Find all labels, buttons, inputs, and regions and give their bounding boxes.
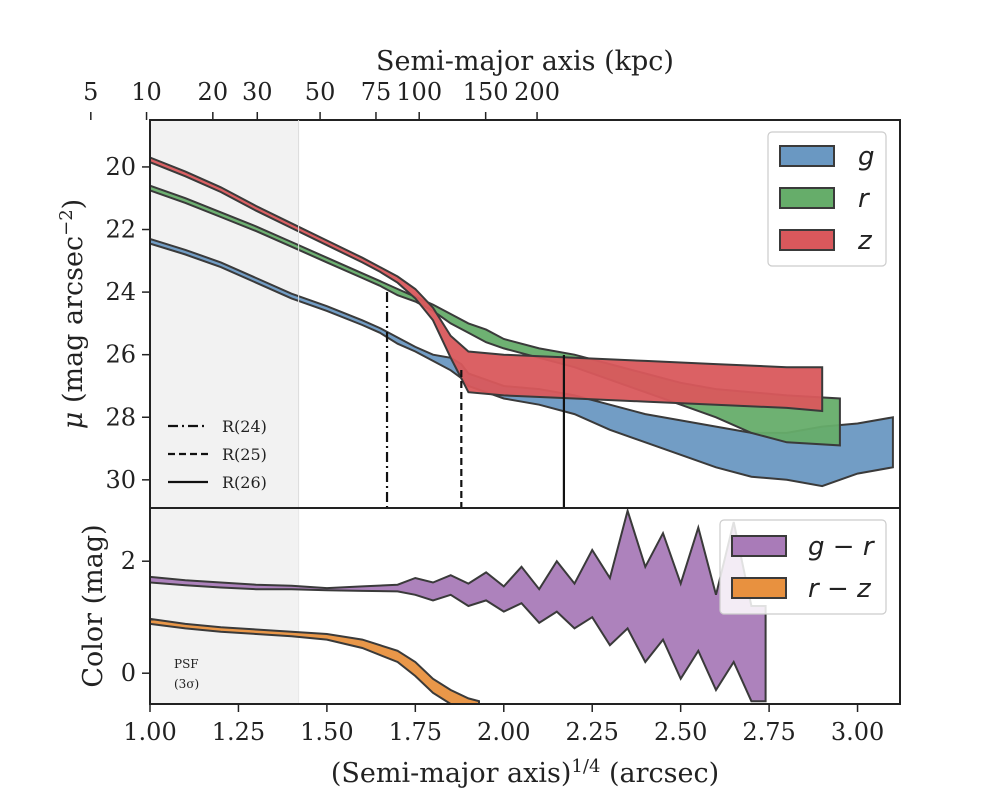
legend-label-r: r bbox=[858, 184, 871, 214]
top-y-ticks: 20 22 24 26 28 30 bbox=[105, 153, 150, 494]
color-panel: 02 1.00 1.25 1.50 1.75 2.00 2.25 2.50 2.75 3.00 … bbox=[78, 507, 901, 789]
x-tick-label: 3.00 bbox=[831, 718, 884, 746]
kpc-tick-label: 100 bbox=[396, 78, 442, 106]
kpc-tick-label: 75 bbox=[361, 78, 392, 106]
kpc-tick-label: 20 bbox=[198, 78, 229, 106]
band-legend: grz bbox=[767, 131, 887, 267]
x-tick-label: 2.25 bbox=[565, 718, 618, 746]
color-legend-swatch bbox=[731, 535, 787, 557]
legend-swatch-g bbox=[779, 145, 835, 167]
x-tick-label: 2.00 bbox=[477, 718, 530, 746]
bottom-x-ticks: 1.00 1.25 1.50 1.75 2.00 2.25 2.50 2.75 3.00 bbox=[123, 704, 884, 746]
bottom-y-ticks: 02 bbox=[121, 547, 150, 687]
color-legend-label: r − z bbox=[808, 574, 872, 604]
y-tick-label: 24 bbox=[105, 278, 136, 306]
sb-series-group bbox=[149, 156, 894, 488]
bottom-y-axis-label: Color (mag) bbox=[78, 524, 109, 687]
radius-legend: R(24) R(25) R(26) bbox=[168, 417, 267, 492]
x-tick-label: 1.25 bbox=[212, 718, 265, 746]
legend-label-z: z bbox=[857, 226, 873, 256]
psf-shade-top bbox=[150, 120, 299, 508]
psf-shade-bottom bbox=[150, 508, 299, 704]
ref-legend-label: R(25) bbox=[222, 445, 267, 464]
bottom-axes-frame bbox=[149, 507, 901, 705]
legend-swatch-r bbox=[779, 187, 835, 209]
top-axis-label: Semi-major axis (kpc) bbox=[376, 46, 674, 77]
x-tick-label: 2.50 bbox=[654, 718, 707, 746]
psf-label: PSF bbox=[174, 657, 199, 671]
y-tick-label: 28 bbox=[105, 403, 136, 431]
color-legend-swatch bbox=[731, 577, 787, 599]
legend-label-g: g bbox=[858, 142, 875, 172]
kpc-tick-label: 30 bbox=[242, 78, 273, 106]
y-tick-label: 22 bbox=[105, 216, 136, 244]
y-tick-label: 26 bbox=[105, 341, 136, 369]
top-kpc-ticks: 5 10 20 30 50 75 100 150 200 bbox=[83, 78, 560, 120]
legend-swatch-z bbox=[779, 229, 835, 251]
x-tick-label: 1.75 bbox=[389, 718, 442, 746]
top-y-axis-label: μ (mag arcsec−2) bbox=[56, 199, 89, 429]
kpc-tick-label: 50 bbox=[305, 78, 336, 106]
reference-lines bbox=[385, 292, 566, 508]
bottom-x-axis-label: (Semi-major axis)1/4 (arcsec) bbox=[331, 756, 719, 789]
color-y-tick-label: 2 bbox=[121, 547, 136, 575]
ref-legend-label: R(26) bbox=[222, 473, 267, 492]
color-y-tick-label: 0 bbox=[121, 659, 136, 687]
x-tick-label: 1.00 bbox=[123, 718, 176, 746]
kpc-tick-label: 150 bbox=[463, 78, 509, 106]
x-tick-label: 1.50 bbox=[300, 718, 353, 746]
y-tick-label: 30 bbox=[105, 466, 136, 494]
color-legend: g − r r − z bbox=[719, 519, 887, 615]
kpc-tick-label: 10 bbox=[131, 78, 162, 106]
ref-legend-label: R(24) bbox=[222, 417, 267, 436]
y-tick-label: 20 bbox=[105, 153, 136, 181]
psf-label-sigma: (3σ) bbox=[174, 677, 199, 691]
band-g-area bbox=[149, 237, 894, 488]
kpc-tick-label: 5 bbox=[83, 78, 98, 106]
band-z-area bbox=[149, 156, 824, 413]
color-legend-label: g − r bbox=[808, 532, 876, 562]
color-band-g-r bbox=[149, 507, 767, 703]
x-tick-label: 2.75 bbox=[742, 718, 795, 746]
kpc-tick-label: 200 bbox=[514, 78, 560, 106]
